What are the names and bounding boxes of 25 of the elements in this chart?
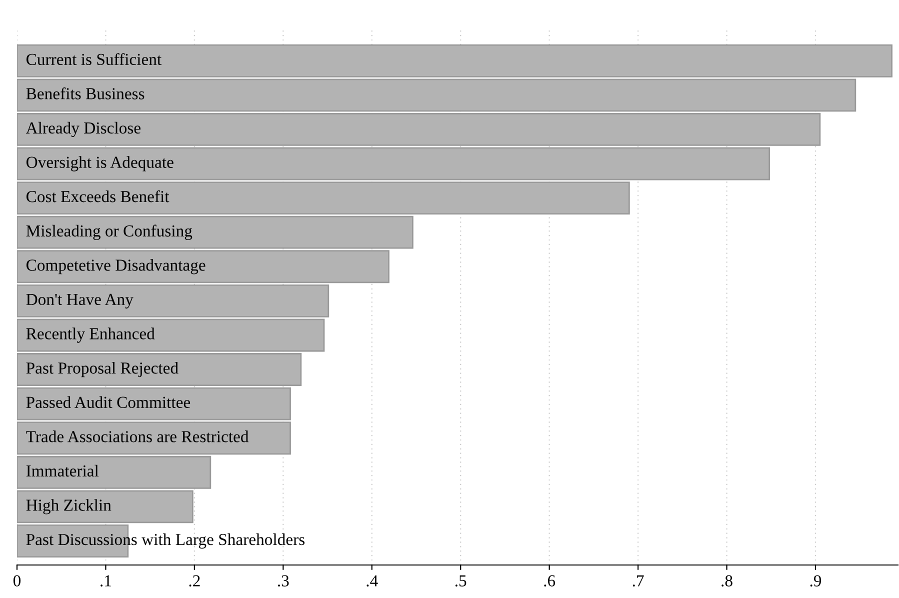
x-tick-label: .6 [544, 575, 556, 587]
x-tick-label: .1 [100, 575, 111, 587]
x-tick-label: 0 [13, 575, 21, 586]
y-tick-label: Cost Exceeds Benefit [26, 190, 170, 202]
y-tick-label: Immaterial [26, 464, 99, 477]
x-tick-label: .9 [810, 575, 822, 587]
y-tick-label: Benefits Business [26, 87, 144, 100]
y-tick-label: Oversight is Adequate [26, 156, 174, 172]
y-tick-label: Don't Have Any [26, 294, 134, 308]
y-tick-label: Competetive Disadvantage [26, 259, 206, 274]
x-tick-label: .5 [455, 575, 466, 587]
x-tick-label: .8 [722, 575, 732, 587]
x-tick-label: .3 [278, 575, 289, 587]
x-tick-label: .2 [189, 575, 200, 587]
y-tick-label: Passed Audit Committee [26, 396, 190, 408]
y-tick-label: Past Proposal Rejected [26, 362, 178, 378]
x-tick-label: .7 [632, 575, 644, 587]
y-tick-label: Past Discussions with Large Shareholders [26, 533, 305, 549]
y-tick-label: Trade Associations are Restricted [26, 430, 249, 442]
y-tick-label: Current is Sufficient [26, 53, 162, 66]
y-tick-label: High Zicklin [26, 499, 112, 514]
y-tick-label: Misleading or Confusing [26, 224, 192, 240]
x-tick-label: .4 [366, 575, 378, 587]
y-tick-label: Already Disclose [26, 122, 140, 138]
y-tick-label: Recently Enhanced [26, 328, 155, 343]
